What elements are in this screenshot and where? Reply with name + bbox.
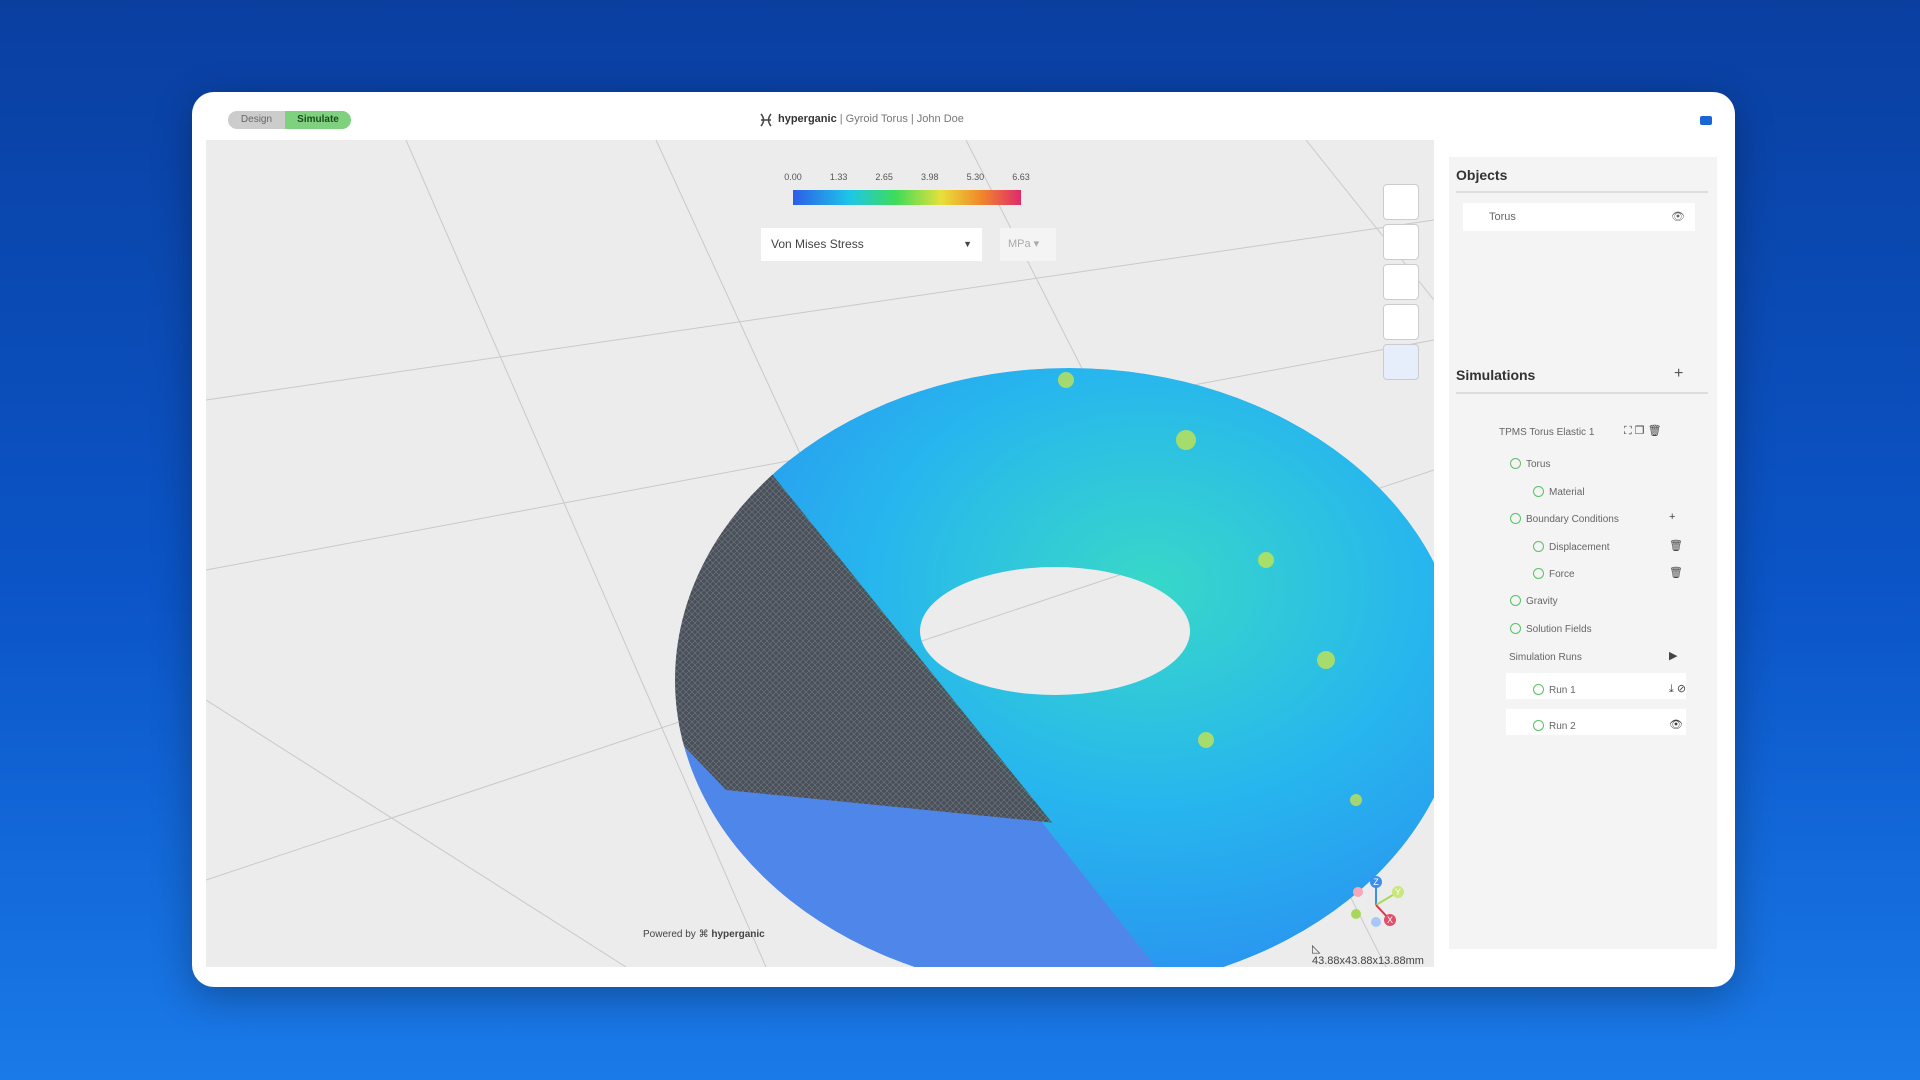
tree-item[interactable]: Run 2	[1549, 721, 1576, 732]
check-icon	[1533, 684, 1544, 695]
check-icon	[1510, 595, 1521, 606]
view-button[interactable]	[1383, 224, 1419, 260]
colorbar-tick: 6.63	[1012, 172, 1030, 182]
tree-item[interactable]: Force	[1549, 569, 1575, 580]
axis-x: X	[1387, 915, 1393, 925]
row-action[interactable]: 🗑	[1669, 567, 1683, 579]
row-action[interactable]: 👁	[1669, 719, 1683, 731]
check-icon	[1510, 458, 1521, 469]
axis-gizmo: Z Y X	[1351, 876, 1404, 927]
check-icon	[1533, 568, 1544, 579]
colorbar-tick: 1.33	[829, 172, 848, 182]
focus-button[interactable]	[1383, 184, 1419, 220]
simulate-tab[interactable]: Simulate	[285, 111, 351, 129]
check-icon	[1510, 513, 1521, 524]
divider	[1456, 191, 1708, 193]
tree-item[interactable]: Displacement	[1549, 542, 1610, 553]
torus	[506, 280, 1434, 967]
colorbar-tick: 5.30	[966, 172, 985, 182]
dimensions: ◺ 43.88x43.88x13.88mm	[1312, 943, 1424, 967]
object-row[interactable]: Torus 👁	[1463, 203, 1695, 231]
row-action[interactable]: ⤓ ⊘	[1669, 683, 1687, 695]
powered-brand: hyperganic	[711, 929, 765, 940]
folder-icon[interactable]	[1700, 116, 1712, 125]
scene	[206, 140, 1434, 967]
cube-button[interactable]	[1383, 264, 1419, 300]
unit-label: MPa	[1008, 238, 1031, 250]
powered-by: Powered by ⌘ hyperganic	[643, 929, 765, 940]
field-label: Von Mises Stress	[771, 237, 864, 251]
object-label: Torus	[1489, 211, 1516, 223]
simulations-title: Simulations	[1456, 367, 1536, 383]
section-button[interactable]	[1383, 304, 1419, 340]
axis-z: Z	[1373, 877, 1379, 887]
divider	[1456, 392, 1708, 394]
tree-item[interactable]: Solution Fields	[1526, 624, 1592, 635]
colorbar-tick: 2.65	[875, 172, 893, 182]
row-action[interactable]: ▶	[1669, 650, 1678, 662]
field-dropdown[interactable]: Von Mises Stress ▼	[761, 228, 982, 261]
design-tab[interactable]: Design	[228, 111, 285, 129]
tree-item[interactable]: Gravity	[1526, 596, 1558, 607]
check-icon	[1533, 541, 1544, 552]
side-panel: Objects Torus 👁 Simulations + TPMS Torus …	[1449, 157, 1717, 949]
unit-dropdown[interactable]: MPa ▾	[1000, 228, 1056, 261]
check-icon	[1510, 623, 1521, 634]
add-simulation[interactable]: +	[1674, 365, 1684, 382]
row-action[interactable]: 🗑	[1669, 540, 1683, 552]
axis-y: Y	[1395, 887, 1401, 897]
colorbar	[793, 190, 1021, 205]
powered-text: Powered by	[643, 929, 696, 940]
tree-item[interactable]: Simulation Runs	[1509, 652, 1582, 663]
tree-item[interactable]: Run 1	[1549, 685, 1576, 696]
app-window: Design Simulate hyperganic | Gyroid Toru…	[192, 92, 1735, 987]
tree-item[interactable]: Torus	[1526, 459, 1551, 470]
row-action[interactable]: ⛶ ❐ 🗑	[1624, 425, 1662, 437]
colorbar-tick: 0.00	[784, 172, 802, 182]
tree-item[interactable]: Material	[1549, 487, 1585, 498]
dimensions-text: 43.88x43.88x13.88mm	[1312, 955, 1424, 967]
check-icon	[1533, 720, 1544, 731]
tree-item[interactable]: Boundary Conditions	[1526, 514, 1619, 525]
check-icon	[1533, 486, 1544, 497]
header: hyperganic | Gyroid Torus | John Doe	[778, 113, 964, 125]
row-action[interactable]: +	[1669, 511, 1676, 523]
logo	[760, 113, 772, 127]
objects-title: Objects	[1456, 167, 1508, 183]
doc-title: | Gyroid Torus | John Doe	[839, 113, 964, 125]
colorbar-tick: 3.98	[921, 172, 939, 182]
tree-item[interactable]: TPMS Torus Elastic 1	[1499, 427, 1595, 438]
grid-button[interactable]	[1383, 344, 1419, 380]
viewport: 0.00 1.33 2.65 3.98 5.30 6.63 Von Mises Stres…	[206, 140, 1434, 967]
brand: hyperganic	[778, 113, 837, 125]
